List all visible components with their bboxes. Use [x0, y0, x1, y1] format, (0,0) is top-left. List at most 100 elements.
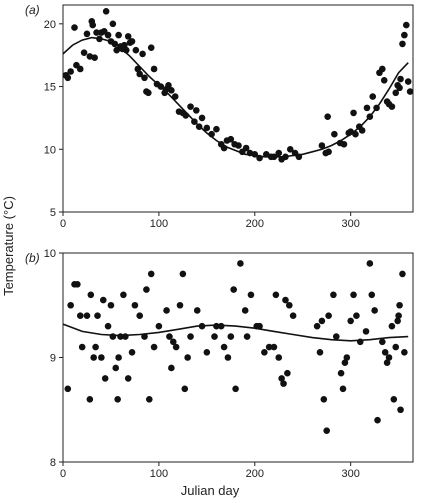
data-point — [181, 385, 189, 393]
data-point — [98, 354, 105, 361]
data-point — [179, 270, 187, 278]
data-point — [74, 281, 81, 288]
y-tick-label: 10 — [44, 144, 56, 156]
data-point — [316, 348, 324, 356]
data-point — [241, 307, 249, 314]
data-point — [395, 312, 402, 320]
data-point — [381, 348, 389, 356]
data-point — [155, 322, 163, 330]
data-point — [80, 49, 88, 56]
data-point — [379, 65, 386, 73]
data-point — [150, 343, 158, 351]
data-point — [397, 75, 404, 83]
data-point — [385, 354, 393, 361]
data-point — [227, 333, 235, 340]
data-point — [169, 338, 177, 346]
data-point — [168, 364, 175, 372]
data-point — [147, 44, 155, 51]
data-point — [401, 31, 408, 39]
data-point — [379, 338, 386, 346]
data-point — [136, 70, 144, 78]
data-point — [394, 317, 401, 325]
data-point — [284, 369, 291, 377]
data-point — [325, 312, 332, 320]
data-point — [397, 406, 404, 414]
data-point — [350, 291, 357, 299]
data-point — [353, 312, 360, 320]
data-point — [368, 291, 376, 299]
data-point — [362, 328, 370, 335]
data-point — [193, 307, 201, 314]
data-point — [318, 142, 326, 149]
data-point — [120, 291, 127, 299]
data-point — [383, 359, 391, 367]
data-point — [141, 74, 148, 82]
data-point — [89, 21, 97, 29]
data-point — [270, 343, 278, 351]
data-point — [64, 74, 72, 82]
data-point — [392, 89, 400, 97]
data-point — [121, 41, 128, 49]
data-point — [369, 93, 377, 100]
data-point — [388, 322, 396, 330]
data-point — [187, 103, 194, 110]
data-point — [192, 107, 200, 114]
data-point — [184, 354, 191, 361]
panel-b: 0 100 200 300 8 9 10 (b) — [25, 248, 414, 480]
data-point — [115, 31, 122, 39]
data-point — [163, 307, 170, 314]
data-point — [93, 29, 100, 36]
data-point — [78, 343, 86, 351]
data-point — [280, 380, 287, 387]
data-point — [286, 145, 294, 153]
data-point — [324, 113, 331, 120]
data-point — [71, 24, 78, 31]
data-point — [211, 333, 218, 340]
x-tick-label: 100 — [150, 218, 168, 230]
data-point — [330, 291, 337, 299]
data-point — [220, 343, 228, 351]
data-point — [402, 21, 410, 29]
data-point — [131, 301, 139, 309]
data-point — [150, 65, 158, 73]
data-point — [392, 343, 400, 351]
data-point — [145, 89, 152, 97]
data-point — [320, 396, 328, 403]
data-point — [404, 78, 412, 85]
x-axis-title: Julian day — [181, 483, 240, 498]
data-point — [363, 104, 371, 112]
data-point — [102, 7, 110, 15]
data-point — [76, 312, 84, 320]
data-point — [168, 87, 175, 94]
data-point — [86, 396, 94, 403]
data-point — [337, 369, 345, 377]
data-point — [339, 385, 347, 393]
x-tick-label: 0 — [60, 468, 66, 480]
y-tick-label: 5 — [50, 207, 56, 219]
y-tick-label: 20 — [44, 19, 56, 31]
data-point — [347, 317, 354, 325]
data-point — [122, 333, 129, 340]
data-point — [371, 307, 378, 314]
data-point — [94, 312, 101, 320]
data-point — [235, 142, 242, 149]
data-point — [124, 375, 132, 382]
data-point — [132, 46, 140, 54]
data-point — [278, 375, 285, 382]
data-point — [275, 354, 283, 361]
data-point — [323, 427, 330, 434]
data-point — [340, 140, 348, 148]
data-point — [358, 127, 366, 134]
data-point — [343, 354, 351, 361]
data-point — [198, 114, 206, 122]
data-point — [318, 317, 326, 325]
data-point — [64, 385, 72, 393]
y-tick-label: 10 — [44, 248, 56, 260]
data-point — [101, 375, 109, 382]
data-point — [213, 125, 220, 133]
data-point — [176, 301, 184, 309]
data-point — [374, 416, 381, 424]
data-point — [115, 354, 122, 361]
data-point — [399, 40, 406, 48]
data-point — [224, 354, 232, 361]
